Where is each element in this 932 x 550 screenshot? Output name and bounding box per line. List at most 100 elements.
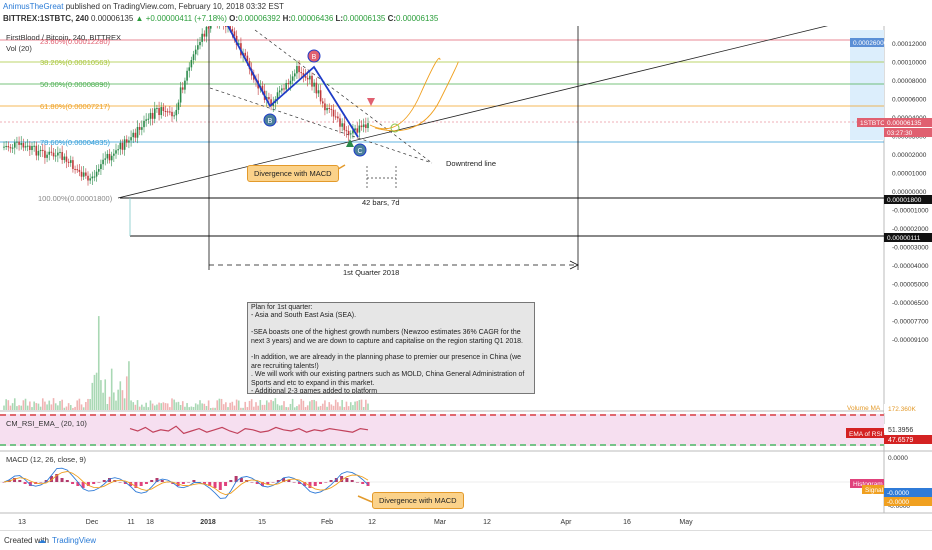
volume-bar bbox=[181, 401, 184, 410]
candle-body bbox=[147, 118, 150, 120]
author-link[interactable]: AnimusTheGreat bbox=[3, 2, 64, 11]
rsi-badge-label: EMA of RSI bbox=[849, 431, 883, 438]
volume-bar bbox=[11, 403, 14, 410]
macd-hist-bar bbox=[81, 482, 85, 488]
macd-hist-bar bbox=[355, 482, 359, 483]
macd-pane[interactable]: MACD (12, 26, close, 9) bbox=[0, 455, 884, 503]
downtrend-line-upper[interactable] bbox=[254, 29, 433, 164]
rsi-pane[interactable]: CM_RSI_EMA_ (20, 10) bbox=[0, 414, 884, 446]
volume-bar bbox=[69, 405, 72, 410]
volume-bar bbox=[145, 402, 147, 410]
price-axis[interactable]: 0.00012000 0.00010000 0.00008000 0.00006000… bbox=[892, 41, 929, 344]
projection-curve-1[interactable] bbox=[369, 57, 441, 130]
volume-bar bbox=[205, 405, 208, 410]
candle-body bbox=[261, 85, 264, 91]
volume-bar bbox=[130, 400, 132, 410]
volume-bar bbox=[41, 398, 44, 410]
volume-bar bbox=[319, 405, 322, 410]
candle-body bbox=[33, 145, 35, 147]
rsi-title: CM_RSI_EMA_ (20, 10) bbox=[6, 419, 87, 428]
rsi-line[interactable] bbox=[129, 425, 369, 435]
macd-line[interactable] bbox=[3, 467, 369, 499]
candle-body bbox=[54, 155, 57, 157]
low-label: L: bbox=[335, 14, 344, 23]
price-badge-label: 1STBTC bbox=[860, 120, 885, 127]
macd-hist-bar bbox=[134, 482, 138, 488]
macd-hist-bar bbox=[303, 482, 307, 486]
macd-hist-bar bbox=[123, 482, 127, 484]
pattern-marker-b-low[interactable]: B bbox=[263, 113, 277, 127]
candle-series[interactable] bbox=[3, 10, 369, 186]
volume-bar bbox=[18, 405, 20, 410]
volume-bar bbox=[171, 398, 173, 410]
projection-point bbox=[390, 123, 400, 133]
macd-hist-bar bbox=[208, 482, 212, 486]
candle-body bbox=[22, 143, 25, 148]
volume-bar bbox=[263, 404, 266, 410]
macd-hist-bar bbox=[308, 482, 312, 488]
candle-body bbox=[104, 158, 107, 160]
macd-hist-bar bbox=[28, 482, 32, 486]
macd-hist-bar bbox=[239, 478, 243, 482]
chart-canvas[interactable]: B B C 23.60%(0.00012280) 38.20%(0.000105… bbox=[0, 0, 932, 530]
candle-body bbox=[319, 90, 322, 102]
abc-pattern-line[interactable] bbox=[227, 24, 359, 138]
bars-measure-label: 42 bars, 7d bbox=[362, 198, 400, 207]
macd-hist-bar bbox=[144, 482, 148, 484]
price-change: +0.00000411 (+7.18%) bbox=[145, 14, 227, 23]
volume-bar bbox=[339, 406, 341, 410]
candle-body bbox=[82, 172, 85, 177]
volume-bar bbox=[257, 405, 259, 410]
candle-body bbox=[3, 146, 5, 148]
volume-bar bbox=[324, 400, 326, 410]
candle-body bbox=[337, 116, 339, 119]
candle-body bbox=[138, 126, 141, 130]
candle-body bbox=[315, 82, 318, 94]
divergence-callout-bottom[interactable]: Divergence with MACD bbox=[372, 492, 464, 509]
time-axis-label: Dec bbox=[86, 519, 99, 526]
plan-note[interactable]: Plan for 1st quarter: - Asia and South E… bbox=[247, 302, 535, 394]
pattern-marker-b-top[interactable]: B bbox=[307, 49, 321, 63]
volume-bar bbox=[91, 382, 94, 410]
candle-body bbox=[91, 176, 94, 179]
signal-line[interactable] bbox=[3, 471, 369, 496]
volume-bar bbox=[197, 404, 199, 410]
tradingview-link[interactable]: TradingView bbox=[52, 536, 97, 545]
candle-body bbox=[306, 77, 309, 80]
candle-body bbox=[231, 29, 234, 32]
volume-bar bbox=[65, 406, 68, 410]
divergence-callout-top[interactable]: Divergence with MACD bbox=[247, 165, 339, 182]
macd-hist-bar bbox=[255, 482, 259, 484]
candle-body bbox=[334, 116, 337, 118]
volume-bar bbox=[272, 401, 275, 410]
uptrend-line[interactable] bbox=[117, 12, 884, 199]
volume-bar bbox=[31, 407, 33, 410]
time-axis[interactable]: 13 Dec 11 18 2018 15 Feb 12 Mar 12 Apr 16 May bbox=[18, 519, 693, 526]
candle-body bbox=[149, 112, 152, 119]
projection-curve-2[interactable] bbox=[374, 61, 459, 132]
volume-bar bbox=[74, 406, 76, 410]
rsi-value2-bg bbox=[884, 435, 932, 444]
volume-bar bbox=[362, 407, 365, 410]
price-pane[interactable]: B B C 23.60%(0.00012280) 38.20%(0.000105… bbox=[0, 10, 884, 412]
volume-bar bbox=[108, 396, 111, 410]
candle-body bbox=[67, 161, 70, 163]
candle-body bbox=[151, 112, 154, 119]
volume-bar bbox=[93, 374, 96, 410]
macd-hist-bar bbox=[192, 480, 196, 482]
macd-hist-bar bbox=[319, 482, 323, 484]
candle-body bbox=[100, 164, 102, 170]
volume-bar bbox=[104, 379, 107, 410]
volume-bar bbox=[169, 407, 171, 410]
candle-body bbox=[5, 146, 7, 148]
volume-bar bbox=[7, 400, 10, 410]
candle-body bbox=[57, 152, 59, 156]
price-axis-label: 0.00002000 bbox=[892, 152, 927, 159]
macd-hist-bar bbox=[55, 474, 59, 482]
candle-body bbox=[63, 156, 66, 160]
pattern-marker-c[interactable]: C bbox=[353, 143, 367, 157]
volume-bar bbox=[173, 399, 175, 410]
volume-bar bbox=[125, 376, 128, 410]
price-badge-label: 0.00006135 bbox=[887, 120, 922, 127]
volume-bar bbox=[233, 405, 236, 410]
